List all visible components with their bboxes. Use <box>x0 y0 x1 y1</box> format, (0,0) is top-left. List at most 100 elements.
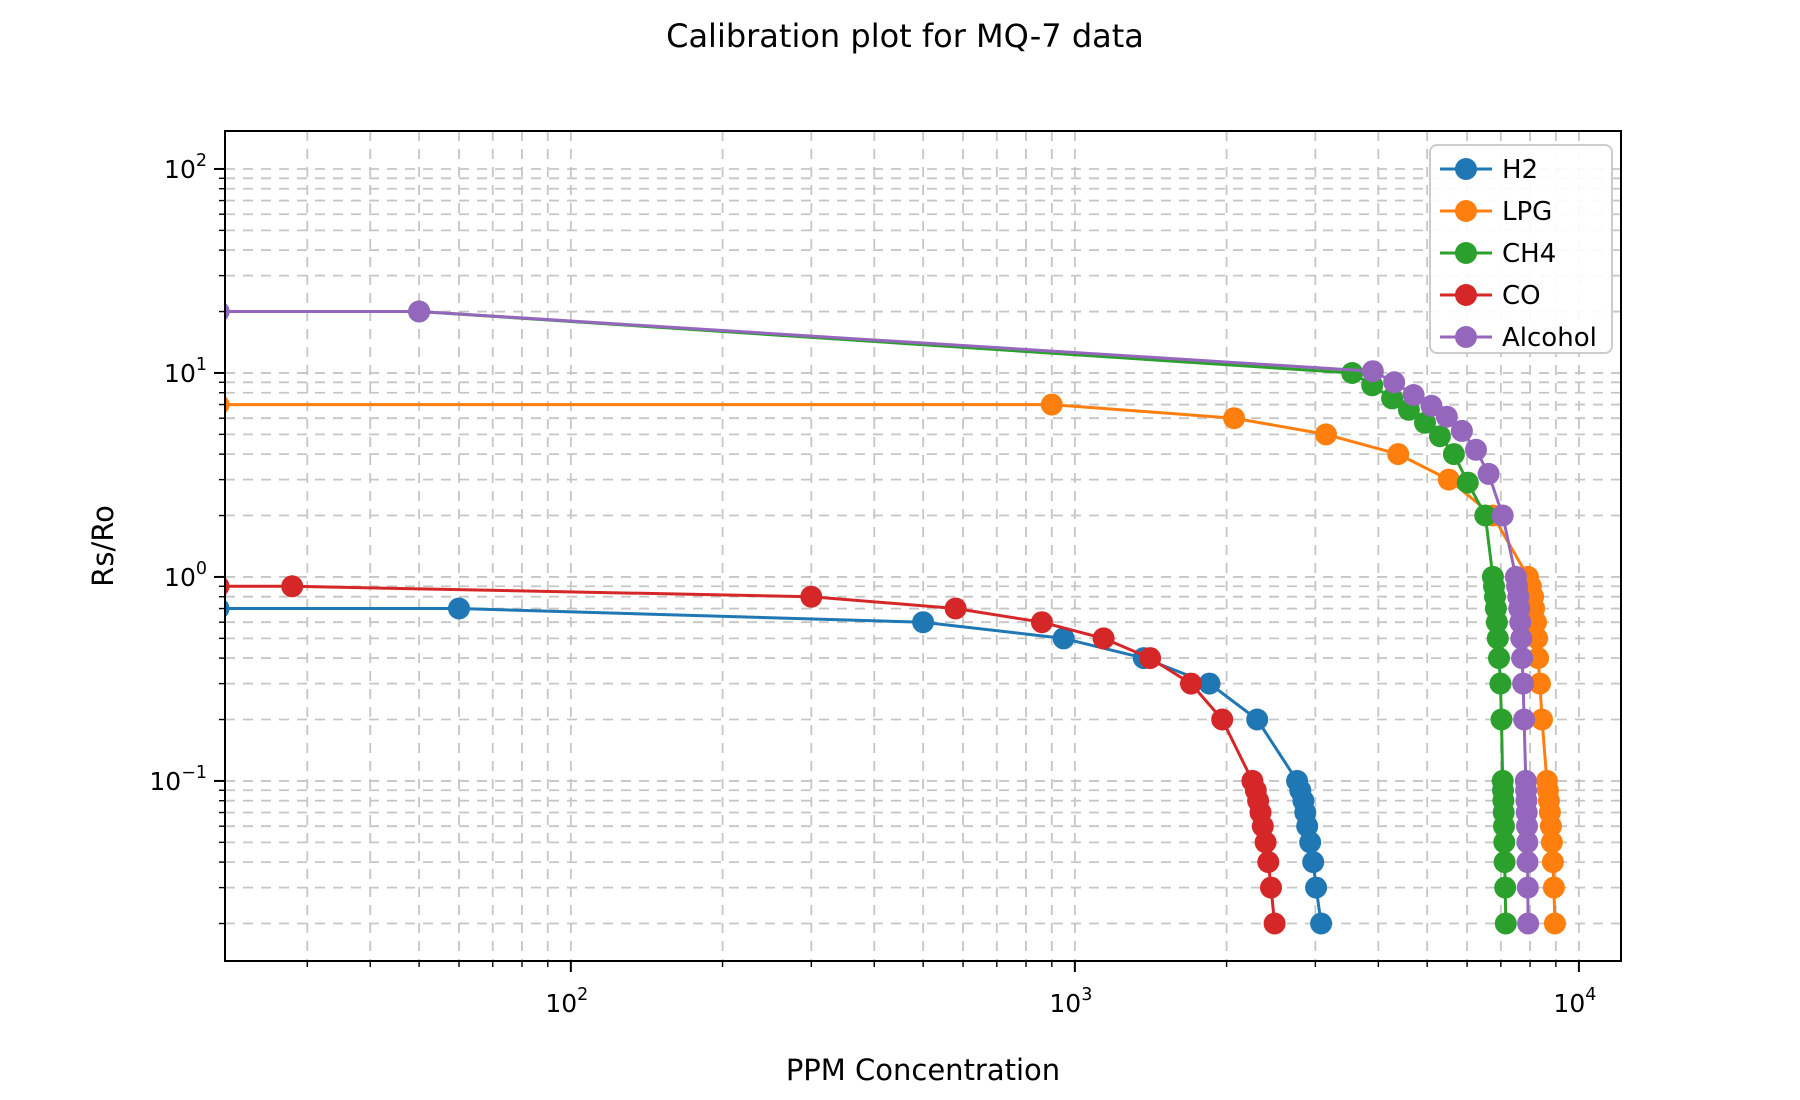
series-h2-marker <box>448 597 470 620</box>
series-alcohol-marker <box>1517 912 1540 935</box>
series-alcohol <box>225 300 1540 935</box>
series-alcohol-marker <box>1361 360 1384 383</box>
legend-box <box>1429 144 1613 354</box>
series-alcohol-marker <box>1450 419 1473 442</box>
series-co-marker <box>1092 627 1115 650</box>
series-lpg-marker <box>1525 611 1547 634</box>
series-ch4-marker <box>1341 362 1364 384</box>
series-lpg-marker <box>1541 851 1564 874</box>
y-tick-label: 102 <box>164 151 207 184</box>
series-ch4-marker <box>1456 471 1479 494</box>
series-h2-marker <box>1198 672 1221 695</box>
legend-label-h2: H2 <box>1502 155 1538 185</box>
y-tick-label: 101 <box>164 355 207 388</box>
series-co-marker <box>1139 647 1162 670</box>
legend-item-alcohol: Alcohol <box>1440 323 1597 353</box>
legend-label-lpg: LPG <box>1502 197 1552 227</box>
series-alcohol-marker <box>1509 611 1532 634</box>
series-ch4-marker <box>1489 672 1512 695</box>
legend-marker-sample <box>1455 326 1477 348</box>
series-h2-marker <box>1246 708 1269 731</box>
series-alcohol-marker <box>1511 647 1534 670</box>
legend-item-co: CO <box>1440 281 1541 311</box>
series-co-marker <box>1254 831 1277 854</box>
series-ch4-marker <box>1381 387 1404 410</box>
series-alcohol-marker <box>1491 504 1514 527</box>
y-axis-label: Rs/Ro <box>86 505 120 587</box>
series-co-marker <box>281 575 304 598</box>
series-h2-marker <box>1052 627 1075 650</box>
series-lpg-marker <box>1540 831 1563 854</box>
series-co-marker <box>225 577 230 596</box>
legend: H2 LPG CH4 CO Alcohol <box>1429 144 1613 354</box>
series-lpg-marker <box>1223 407 1246 430</box>
x-axis-label: PPM Concentration <box>786 1053 1060 1087</box>
series-alcohol-marker <box>408 300 431 323</box>
x-tick-label: 102 <box>545 985 588 1018</box>
series-co-marker <box>1030 611 1053 634</box>
series-h2-marker <box>1305 876 1328 899</box>
series-alcohol-marker <box>1402 384 1425 406</box>
axis-ticks <box>214 167 1580 972</box>
series-alcohol-marker <box>225 302 230 321</box>
x-tick-label: 104 <box>1553 985 1596 1018</box>
series-alcohol-marker <box>1465 438 1487 461</box>
series-ch4-marker <box>1494 912 1517 935</box>
series-ch4-marker <box>1493 815 1515 838</box>
y-tick-label: 100 <box>164 559 207 592</box>
series-lpg-marker <box>1531 708 1553 731</box>
series-alcohol-marker <box>1477 462 1500 485</box>
legend-item-h2: H2 <box>1440 155 1538 185</box>
series-alcohol-marker <box>1513 708 1536 731</box>
series-co-marker <box>1263 912 1286 935</box>
series-co-marker <box>1260 876 1282 899</box>
legend-marker-sample <box>1455 158 1477 180</box>
series-lpg-marker <box>1040 393 1063 416</box>
legend-label-co: CO <box>1502 281 1541 311</box>
legend-item-ch4: CH4 <box>1440 239 1556 269</box>
series-lpg-marker <box>1526 627 1549 650</box>
series-lpg-marker <box>1542 876 1565 899</box>
series-alcohol-marker <box>1516 876 1539 899</box>
series-alcohol-marker <box>1420 394 1443 417</box>
series-co-line <box>225 584 1277 925</box>
series-ch4-marker <box>1494 876 1517 899</box>
series-ch4-marker <box>1414 411 1436 434</box>
series-lpg-marker <box>1539 815 1562 838</box>
tick-labels: 102 103 104 102 101 100 10−1 <box>149 151 1596 1018</box>
series-alcohol-marker <box>1516 851 1539 874</box>
series-co <box>225 575 1286 935</box>
data-series-layer <box>225 300 1566 935</box>
series-h2-marker <box>912 611 935 634</box>
series-alcohol-marker <box>1510 627 1533 650</box>
series-co-marker <box>944 597 967 620</box>
series-lpg-marker <box>1315 423 1337 446</box>
series-h2 <box>225 597 1333 935</box>
series-h2-marker <box>1299 831 1322 854</box>
legend-label-alcohol: Alcohol <box>1502 323 1597 353</box>
series-ch4-marker <box>1428 425 1451 448</box>
series-ch4-marker <box>1493 831 1516 854</box>
series-alcohol-marker <box>1512 672 1535 695</box>
legend-marker-sample <box>1455 200 1477 222</box>
series-h2-marker <box>1310 912 1333 935</box>
chart-title: Calibration plot for MQ-7 data <box>666 17 1144 55</box>
series-ch4-marker <box>1488 647 1510 670</box>
series-lpg-marker <box>1527 647 1550 670</box>
series-alcohol-marker <box>1516 831 1539 854</box>
series-co-marker <box>800 585 823 608</box>
series-alcohol-marker <box>1516 815 1538 838</box>
legend-marker-sample <box>1455 284 1477 306</box>
legend-item-lpg: LPG <box>1440 197 1552 227</box>
series-alcohol-marker <box>1435 405 1458 428</box>
series-ch4-marker <box>1485 611 1508 634</box>
legend-marker-sample <box>1455 242 1477 264</box>
series-ch4 <box>225 300 1517 935</box>
series-lpg-marker <box>225 395 230 414</box>
grid-lines <box>225 131 1621 961</box>
series-ch4-marker <box>1474 504 1497 527</box>
series-lpg-marker <box>1543 912 1566 935</box>
series-lpg-marker <box>1387 443 1410 466</box>
